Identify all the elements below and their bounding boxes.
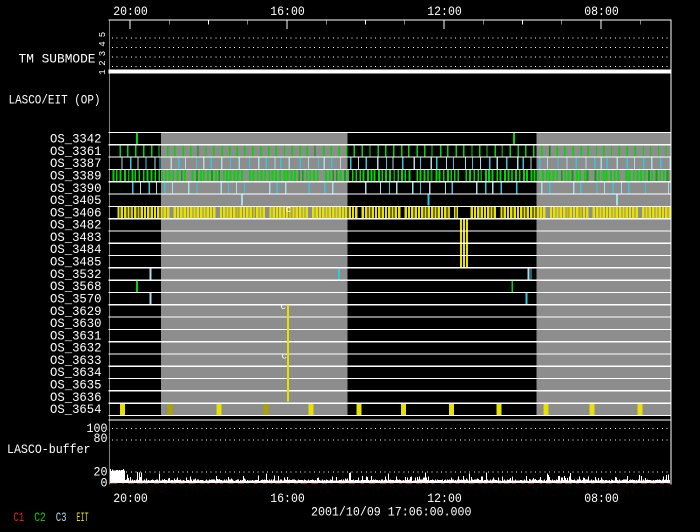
svg-text:OS_3636: OS_3636 <box>50 390 102 405</box>
svg-text:5: 5 <box>98 32 108 37</box>
svg-text:2001/10/09 17:06:00.000: 2001/10/09 17:06:00.000 <box>311 505 472 520</box>
svg-text:OS_3389: OS_3389 <box>50 169 102 184</box>
svg-text:OS_3568: OS_3568 <box>50 279 102 294</box>
svg-text:OS_3484: OS_3484 <box>50 242 102 257</box>
svg-text:OS_3629: OS_3629 <box>50 304 102 319</box>
svg-text:16:00: 16:00 <box>270 4 305 19</box>
svg-text:OS_3485: OS_3485 <box>50 255 102 270</box>
svg-text:c: c <box>281 301 287 312</box>
svg-text:80: 80 <box>94 431 108 446</box>
svg-text:20: 20 <box>94 465 108 480</box>
svg-text:OS_3390: OS_3390 <box>50 181 102 196</box>
svg-text:OS_3387: OS_3387 <box>50 156 102 171</box>
svg-text:OS_3361: OS_3361 <box>50 144 102 159</box>
svg-text:0: 0 <box>101 476 108 491</box>
svg-text:2: 2 <box>98 60 108 65</box>
svg-text:C1: C1 <box>14 510 25 525</box>
svg-text:OS_3406: OS_3406 <box>50 205 102 220</box>
svg-text:12:00: 12:00 <box>427 4 462 19</box>
svg-text:08:00: 08:00 <box>584 4 619 19</box>
svg-text:1: 1 <box>98 69 108 74</box>
svg-text:LASCO/EIT (OP): LASCO/EIT (OP) <box>9 92 101 107</box>
svg-text:16:00: 16:00 <box>270 491 305 506</box>
svg-text:EIT: EIT <box>76 510 88 525</box>
svg-text:12:00: 12:00 <box>427 491 462 506</box>
svg-text:c: c <box>286 204 292 215</box>
svg-text:OS_3630: OS_3630 <box>50 316 102 331</box>
svg-text:TM SUBMODE: TM SUBMODE <box>19 51 96 66</box>
svg-text:3: 3 <box>98 51 108 56</box>
svg-text:08:00: 08:00 <box>584 491 619 506</box>
svg-text:LASCO-buffer: LASCO-buffer <box>7 442 91 457</box>
svg-text:c: c <box>282 350 288 361</box>
svg-text:OS_3405: OS_3405 <box>50 193 102 208</box>
svg-text:20:00: 20:00 <box>113 491 148 506</box>
svg-text:OS_3482: OS_3482 <box>50 218 102 233</box>
svg-text:OS_3632: OS_3632 <box>50 341 102 356</box>
svg-text:20:00: 20:00 <box>113 4 148 19</box>
svg-text:OS_3483: OS_3483 <box>50 230 102 245</box>
svg-text:C3: C3 <box>56 510 67 525</box>
svg-text:100: 100 <box>87 421 108 436</box>
svg-text:OS_3532: OS_3532 <box>50 267 102 282</box>
svg-text:OS_3635: OS_3635 <box>50 378 102 393</box>
svg-text:4: 4 <box>98 41 108 46</box>
svg-text:OS_3633: OS_3633 <box>50 353 102 368</box>
svg-text:OS_3631: OS_3631 <box>50 328 102 343</box>
svg-text:OS_3634: OS_3634 <box>50 365 102 380</box>
svg-text:OS_3654: OS_3654 <box>50 402 102 417</box>
svg-text:OS_3570: OS_3570 <box>50 291 102 306</box>
svg-text:C2: C2 <box>34 510 45 525</box>
svg-text:OS_3342: OS_3342 <box>50 132 102 147</box>
